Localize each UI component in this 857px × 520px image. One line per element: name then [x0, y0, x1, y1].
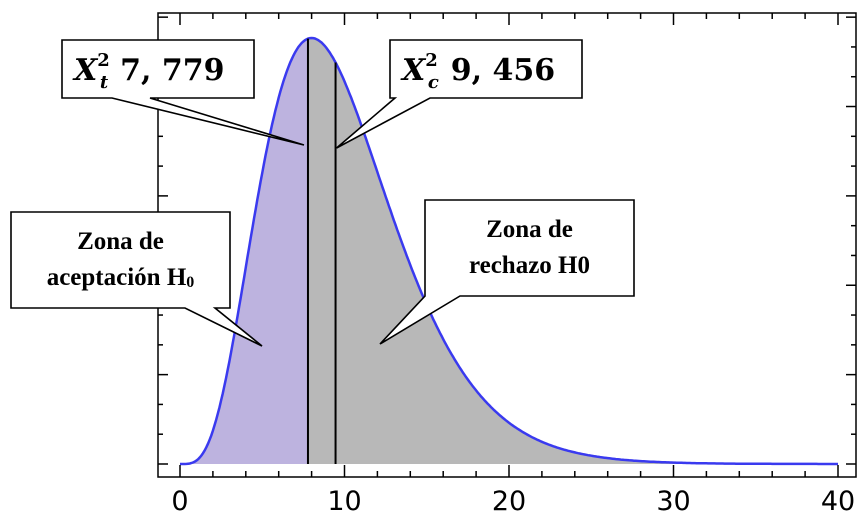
axis-ticks: 0 10 20 30 40 [158, 13, 856, 517]
x-tick-label: 10 [327, 486, 361, 517]
zone-label-line: rechazo H0 [469, 252, 590, 279]
callout-zone-aceptacion: Zona de aceptación H0 [10, 211, 263, 347]
region-rechazo [308, 38, 838, 464]
x-tick-label: 40 [821, 486, 855, 517]
density-curve [180, 36, 838, 466]
callout-zone-rechazo: Zona de rechazo H0 [379, 199, 635, 345]
curve-layer [180, 36, 838, 466]
zone-label-line: aceptación H0 [47, 264, 195, 291]
zone-label-line: Zona de [486, 216, 573, 243]
x-tick-label: 0 [171, 486, 188, 517]
zone-label-line: Zona de [77, 228, 164, 255]
x-tick-label: 20 [492, 486, 526, 517]
callout-critical-calculado: X2 c 9, 456 [336, 39, 583, 149]
x-tick-label: 30 [656, 486, 690, 517]
callout-shape [336, 39, 583, 149]
regions-layer [180, 38, 838, 464]
region-aceptacion [180, 38, 308, 464]
critical-value-label: X2 t 7, 779 [72, 50, 225, 93]
callout-critical-tabla: X2 t 7, 779 [61, 39, 305, 146]
critical-value-label: X2 c 9, 456 [400, 50, 555, 93]
critical-value-lines [306, 38, 337, 464]
callout-shape [61, 39, 305, 146]
callout-shape [379, 199, 635, 345]
callout-shape [10, 211, 263, 347]
